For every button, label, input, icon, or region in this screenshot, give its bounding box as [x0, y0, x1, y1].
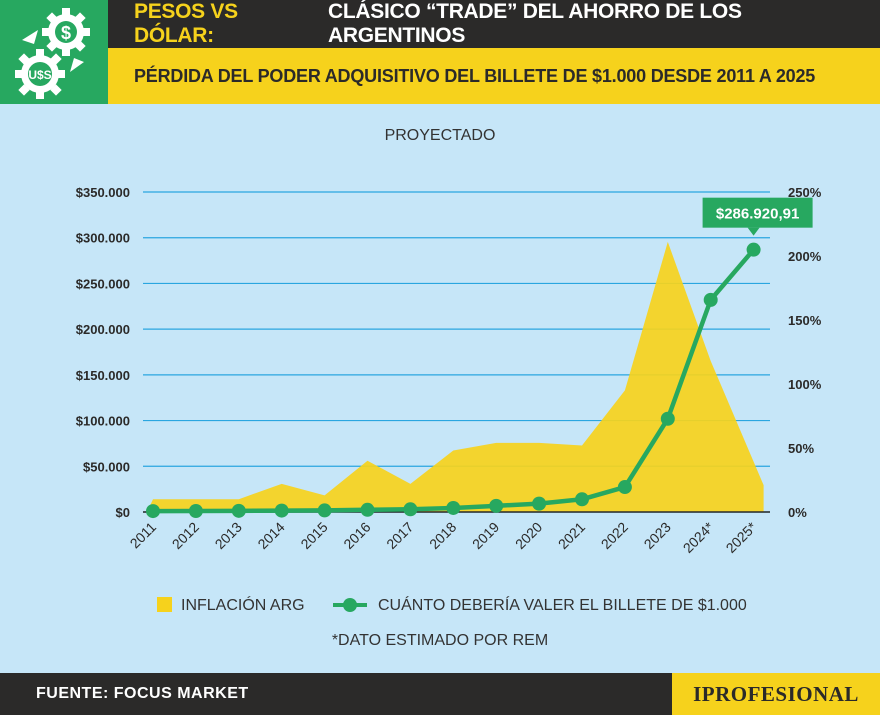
value-point	[617, 480, 632, 495]
value-point	[274, 503, 289, 518]
x-tick-label: 2017	[383, 519, 416, 552]
y-right-tick-label: 150%	[788, 313, 822, 328]
x-tick-label: 2014	[254, 519, 287, 552]
y-left-tick-label: $150.000	[76, 368, 130, 383]
subtitle-text: PÉRDIDA DEL PODER ADQUISITIVO DEL BILLET…	[134, 65, 816, 86]
value-point	[446, 500, 461, 515]
value-point	[403, 502, 418, 517]
x-tick-label: 2013	[212, 519, 245, 552]
dollar-gear-icon: $	[42, 8, 90, 56]
value-point	[146, 504, 160, 519]
usd-gear-icon: U$S	[15, 49, 65, 99]
chart: PROYECTADO $0 $50.000 $100.000 $150.000 $200.…	[76, 127, 822, 614]
value-point	[703, 292, 718, 307]
value-point	[188, 503, 203, 518]
y-left-tick-label: $300.000	[76, 231, 130, 246]
x-tick-label: 2022	[598, 519, 631, 552]
x-tick-label: 2019	[469, 519, 502, 552]
chart-title: PROYECTADO	[385, 127, 496, 144]
y-right-tick-label: 50%	[788, 441, 814, 456]
exchange-arrows-icon	[22, 30, 84, 72]
x-tick-label: 2012	[169, 519, 202, 552]
inflation-area	[147, 241, 764, 513]
legend-label-value: CUÁNTO DEBERÍA VALER EL BILLETE DE $1.00…	[378, 595, 747, 614]
value-point	[746, 242, 761, 257]
callout-label: $286.920,91	[716, 206, 799, 223]
y-left-tick-label: $50.000	[83, 459, 130, 474]
svg-text:U$S: U$S	[28, 68, 51, 82]
value-point	[489, 498, 504, 513]
logo: $ U$S	[0, 0, 108, 104]
y-right-tick-label: 0%	[788, 505, 807, 520]
y-right-tick-label: 100%	[788, 377, 822, 392]
y-right-tick-label: 200%	[788, 249, 822, 264]
callout-pointer	[747, 227, 760, 236]
x-tick-label: 2011	[127, 519, 160, 552]
value-point	[317, 503, 332, 518]
header-subtitle: PÉRDIDA DEL PODER ADQUISITIVO DEL BILLET…	[108, 48, 880, 104]
header-title: PESOS VS DÓLAR: CLÁSICO “TRADE” DEL AHOR…	[108, 0, 880, 48]
value-point	[231, 503, 246, 518]
y-left-tick-label: $200.000	[76, 322, 130, 337]
y-left-tick-label: $100.000	[76, 414, 130, 429]
brand-logo: IPROFESIONAL	[672, 673, 880, 715]
x-tick-label: 2020	[512, 519, 545, 552]
x-tick-label: 2016	[340, 519, 373, 552]
x-tick-label: 2024*	[680, 518, 718, 556]
x-tick-label: 2021	[555, 519, 588, 552]
legend-marker-value	[343, 598, 357, 612]
value-point	[532, 496, 547, 511]
footer-source: FUENTE: FOCUS MARKET	[36, 685, 249, 702]
footnote: *DATO ESTIMADO POR REM	[331, 632, 549, 649]
footer: FUENTE: FOCUS MARKET IPROFESIONAL	[0, 673, 880, 715]
svg-text:$: $	[61, 23, 71, 43]
value-point	[575, 492, 589, 507]
x-tick-label: 2015	[297, 519, 330, 552]
y-right-tick-label: 250%	[788, 185, 822, 200]
x-tick-label: 2018	[426, 519, 459, 552]
legend-label-inflation: INFLACIÓN ARG	[181, 595, 305, 614]
y-left-tick-label: $250.000	[76, 276, 130, 291]
title-text: CLÁSICO “TRADE” DEL AHORRO DE LOS ARGENT…	[328, 0, 742, 47]
value-point	[660, 411, 675, 426]
x-tick-label: 2025*	[723, 518, 761, 556]
callout-box	[702, 197, 813, 228]
y-left-tick-label: $350.000	[76, 185, 130, 200]
x-tick-label: 2023	[641, 519, 674, 552]
y-left-tick-label: $0	[116, 505, 130, 520]
value-point	[360, 502, 375, 517]
legend-swatch-inflation	[157, 597, 172, 612]
title-highlight: PESOS VS DÓLAR:	[134, 0, 238, 47]
